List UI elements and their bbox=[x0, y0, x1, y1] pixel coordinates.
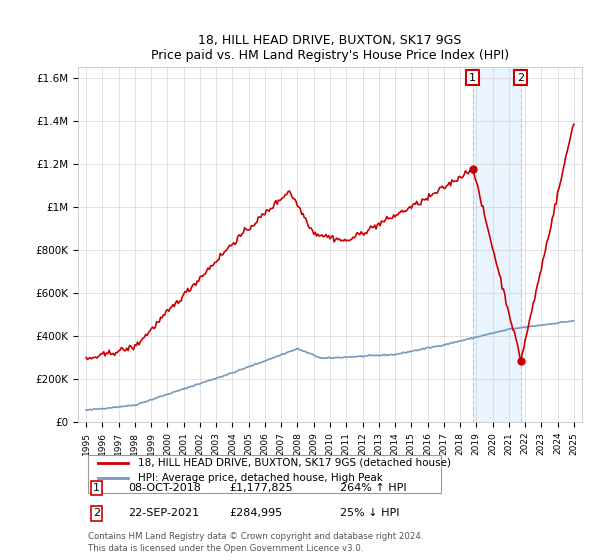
Text: £284,995: £284,995 bbox=[229, 508, 283, 519]
Text: 264% ↑ HPI: 264% ↑ HPI bbox=[340, 483, 407, 493]
Text: 18, HILL HEAD DRIVE, BUXTON, SK17 9GS (detached house): 18, HILL HEAD DRIVE, BUXTON, SK17 9GS (d… bbox=[139, 458, 451, 468]
Text: HPI: Average price, detached house, High Peak: HPI: Average price, detached house, High… bbox=[139, 473, 383, 483]
Text: This data is licensed under the Open Government Licence v3.0.: This data is licensed under the Open Gov… bbox=[88, 544, 364, 553]
Text: 1: 1 bbox=[469, 73, 476, 82]
Title: 18, HILL HEAD DRIVE, BUXTON, SK17 9GS
Price paid vs. HM Land Registry's House Pr: 18, HILL HEAD DRIVE, BUXTON, SK17 9GS Pr… bbox=[151, 34, 509, 62]
Text: 25% ↓ HPI: 25% ↓ HPI bbox=[340, 508, 400, 519]
Bar bbox=[473, 67, 521, 422]
Text: 22-SEP-2021: 22-SEP-2021 bbox=[128, 508, 200, 519]
Text: 1: 1 bbox=[93, 483, 100, 493]
Text: 08-OCT-2018: 08-OCT-2018 bbox=[128, 483, 201, 493]
Text: Contains HM Land Registry data © Crown copyright and database right 2024.: Contains HM Land Registry data © Crown c… bbox=[88, 531, 424, 540]
Text: 2: 2 bbox=[517, 73, 524, 82]
Text: 2: 2 bbox=[93, 508, 100, 519]
Text: £1,177,825: £1,177,825 bbox=[229, 483, 293, 493]
